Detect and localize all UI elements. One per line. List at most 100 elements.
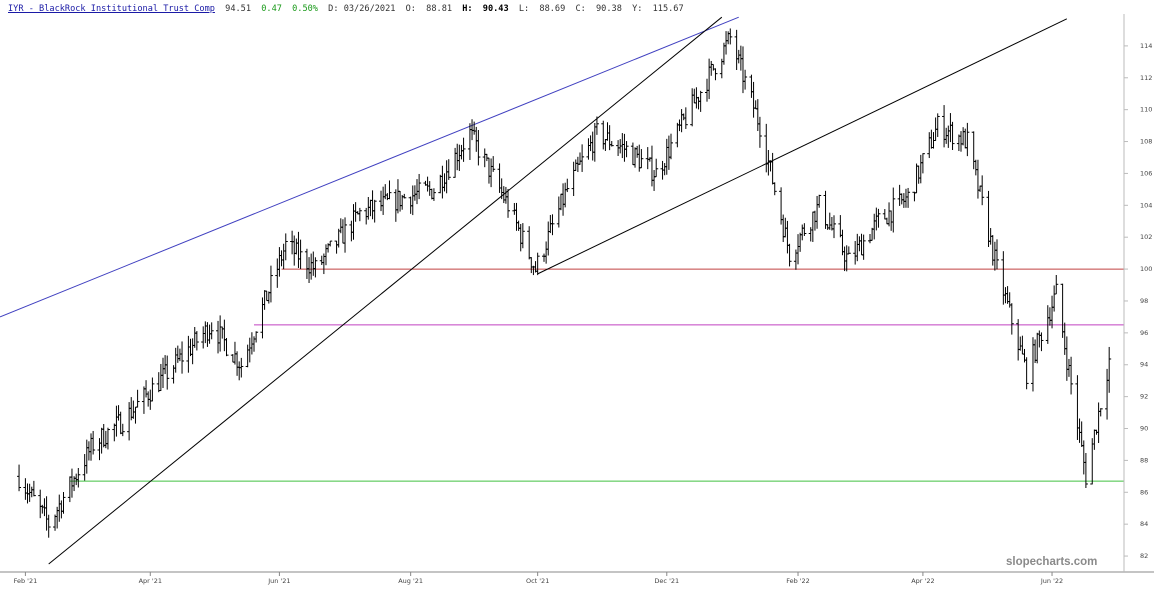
ohlc-bar <box>749 74 754 98</box>
x-tick-label: Feb '22 <box>786 577 810 585</box>
ohlc-bar <box>855 233 860 262</box>
ohlc-bar <box>279 250 284 267</box>
ohlc-bar <box>69 468 74 498</box>
ohlc-bar <box>372 199 377 223</box>
ohlc-bar <box>484 153 489 162</box>
ohlc-bar <box>1090 438 1095 485</box>
ohlc-bar <box>506 188 511 218</box>
ohlc-bar <box>334 240 339 254</box>
ohlc-bar <box>624 141 629 158</box>
ohlc-bar <box>698 90 703 112</box>
ohlc-bar <box>664 138 669 175</box>
open-label: O: <box>405 4 416 14</box>
ohlc-bar <box>798 232 803 252</box>
ohlc-bar <box>427 181 432 196</box>
ohlc-bar <box>268 265 273 303</box>
ohlc-bar <box>173 347 178 373</box>
ohlc-bar <box>86 441 91 461</box>
ohlc-bar <box>654 158 659 178</box>
ohlc-bar <box>965 122 970 157</box>
ohlc-bar <box>724 31 729 55</box>
ohlc-bar <box>961 127 966 146</box>
ohlc-bar <box>410 185 415 216</box>
ohlc-bar <box>133 406 138 424</box>
ohlc-bar <box>679 109 684 133</box>
ohlc-bar <box>1069 356 1074 395</box>
ohlc-bar <box>135 389 140 408</box>
ohlc-bar <box>457 144 462 171</box>
ohlc-bar <box>38 489 43 519</box>
y-tick-label: 114 <box>1140 42 1152 50</box>
ohlc-bar <box>861 234 866 260</box>
ohlc-bar <box>501 186 506 204</box>
ohlc-bar <box>736 49 741 64</box>
ohlc-bar <box>728 28 733 45</box>
ohlc-bar <box>105 427 110 450</box>
symbol-title-link[interactable]: IYR - BlackRock Institutional Trust Comp <box>8 4 215 14</box>
ohlc-bar <box>753 100 758 110</box>
ohlc-bar <box>817 194 822 208</box>
ohlc-bar <box>1024 357 1029 390</box>
ohlc-bar <box>489 158 494 188</box>
ohlc-bar <box>950 121 955 150</box>
ohlc-bar <box>874 207 879 231</box>
y-tick-label: 92 <box>1140 393 1148 401</box>
low-value: 88.69 <box>539 4 566 14</box>
high-label: H: <box>462 4 473 14</box>
ohlc-bar <box>304 248 309 279</box>
ohlc-bar <box>542 253 547 262</box>
ohlc-bar <box>681 113 686 121</box>
x-tick-label: Jun '21 <box>267 577 290 585</box>
ohlc-bar <box>891 187 896 233</box>
ohlc-bar <box>781 214 786 243</box>
ohlc-bar <box>556 196 561 228</box>
ohlc-bar <box>260 297 265 339</box>
ohlc-bar <box>550 214 555 236</box>
ohlc-bar <box>1003 287 1008 304</box>
ohlc-bar <box>529 257 534 274</box>
ohlc-bar <box>800 224 805 241</box>
ohlc-bar <box>160 357 165 389</box>
ohlc-bar <box>309 253 314 280</box>
ohlc-bar <box>652 170 657 191</box>
ohlc-bar <box>319 255 324 265</box>
ohlc-bar <box>245 344 250 368</box>
price-change: 0.47 <box>261 4 282 14</box>
ohlc-bar <box>1077 418 1082 443</box>
ohlc-bar <box>669 133 674 160</box>
y-value: 115.67 <box>652 4 684 14</box>
ohlc-bar <box>1047 307 1052 326</box>
ohlc-bar <box>1075 375 1080 440</box>
ohlc-bar <box>101 424 106 448</box>
ohlc-bar <box>1066 358 1071 377</box>
price-change-percent: 0.50% <box>292 4 318 14</box>
ohlc-bar <box>707 58 712 100</box>
ohlc-bar <box>67 476 72 503</box>
ohlc-bar <box>1107 346 1112 393</box>
ohlc-bar <box>186 335 191 373</box>
ohlc-bar <box>1062 322 1067 355</box>
ohlc-bar <box>141 386 146 414</box>
ohlc-bar <box>224 337 229 357</box>
ohlc-bar <box>459 144 464 160</box>
ohlc-bar <box>512 203 517 215</box>
y-tick-label: 88 <box>1140 456 1148 464</box>
trend-line-rising-support <box>537 18 1068 275</box>
ohlc-bar <box>262 290 267 310</box>
ohlc-bar <box>446 159 451 180</box>
ohlc-bar <box>916 165 921 184</box>
ohlc-bar <box>91 430 96 455</box>
ohlc-bar <box>1009 303 1014 335</box>
ohlc-bar <box>696 96 701 110</box>
ohlc-bar <box>594 116 599 135</box>
y-tick-label: 112 <box>1140 74 1152 82</box>
ohlc-bar <box>802 223 807 236</box>
ohlc-bar <box>1081 440 1086 475</box>
ohlc-bar <box>635 145 640 158</box>
ohlc-bar <box>266 291 271 304</box>
ohlc-bar <box>296 231 301 268</box>
ohlc-bar <box>385 193 390 201</box>
ohlc-bar <box>351 204 356 240</box>
ohlc-bar <box>859 233 864 256</box>
